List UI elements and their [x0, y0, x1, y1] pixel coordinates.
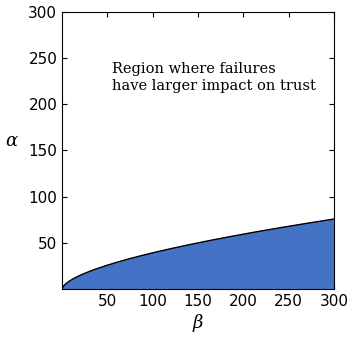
Text: Region where failures
have larger impact on trust: Region where failures have larger impact…: [112, 63, 316, 93]
Y-axis label: α: α: [6, 132, 18, 150]
X-axis label: β: β: [193, 314, 203, 333]
